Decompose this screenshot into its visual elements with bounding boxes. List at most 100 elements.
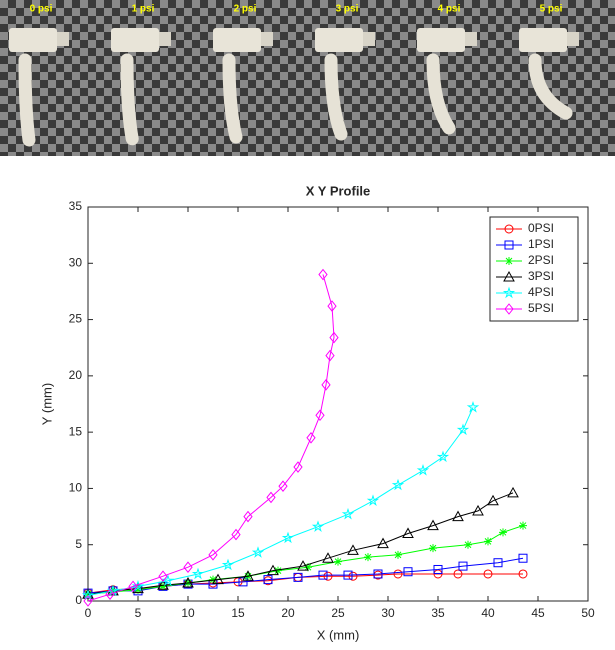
x-tick-label: 20 (281, 606, 295, 620)
marker (504, 240, 514, 250)
marker (347, 544, 359, 555)
marker (231, 528, 241, 541)
x-tick-label: 35 (431, 606, 445, 620)
marker (403, 567, 413, 577)
marker (456, 423, 470, 436)
x-tick-label: 0 (85, 606, 92, 620)
marker (293, 461, 303, 473)
marker (427, 519, 439, 531)
marker (238, 577, 248, 587)
marker (348, 571, 358, 581)
marker (263, 575, 273, 585)
marker (458, 561, 468, 571)
fixture-tab (363, 32, 375, 46)
marker (503, 270, 515, 282)
marker (364, 553, 372, 562)
marker (318, 268, 328, 281)
tube (528, 53, 573, 120)
photo-strip: 0 psi 1 psi 2 psi 3 psi 4 psi 5 psi (0, 0, 615, 156)
marker (464, 540, 472, 549)
marker (484, 537, 492, 546)
legend-label: 0PSI (528, 221, 554, 235)
marker (266, 491, 276, 504)
photo-background (0, 0, 615, 156)
fixture (213, 28, 261, 52)
marker (393, 569, 403, 579)
y-tick-label: 5 (75, 537, 82, 551)
marker (325, 349, 335, 362)
marker (159, 582, 167, 591)
marker (318, 570, 328, 580)
tube (222, 53, 243, 144)
legend-label: 4PSI (528, 285, 554, 299)
marker (311, 520, 325, 532)
marker (366, 494, 380, 507)
marker (504, 224, 514, 234)
fixture (417, 28, 465, 52)
marker (505, 257, 513, 265)
tube (426, 53, 456, 135)
fixture-tab (159, 32, 171, 46)
x-tick-label: 25 (331, 606, 345, 620)
fixture-tab (465, 32, 477, 46)
photo-label: 5 psi (540, 4, 563, 15)
legend-label: 3PSI (528, 269, 554, 283)
marker (304, 563, 312, 572)
marker (453, 569, 463, 579)
marker (221, 558, 235, 571)
marker (306, 431, 316, 444)
x-tick-label: 30 (381, 606, 395, 620)
marker (487, 494, 499, 506)
marker (191, 567, 205, 580)
fixture-tab (567, 32, 579, 46)
marker (158, 570, 168, 583)
marker (466, 401, 480, 413)
fixture (519, 28, 567, 52)
y-tick-label: 0 (75, 593, 82, 607)
marker (343, 570, 353, 580)
x-tick-label: 5 (135, 606, 142, 620)
tube (324, 53, 348, 141)
y-tick-label: 25 (69, 312, 83, 326)
marker (416, 463, 430, 476)
marker (83, 595, 93, 607)
marker (81, 589, 95, 601)
photo-label: 0 psi (30, 4, 53, 15)
marker (321, 379, 331, 391)
marker (278, 480, 288, 492)
marker (329, 331, 339, 344)
y-axis-label: Y (mm) (39, 383, 54, 425)
y-tick-label: 35 (69, 199, 83, 213)
chart-title: X Y Profile (306, 183, 371, 198)
photo-label: 4 psi (438, 4, 461, 15)
tube (18, 53, 36, 147)
y-tick-label: 10 (69, 481, 83, 495)
x-tick-label: 15 (231, 606, 245, 620)
marker (267, 564, 279, 576)
series-line (87, 492, 514, 595)
y-tick-label: 30 (69, 255, 83, 269)
x-axis-label: X (mm) (317, 627, 360, 642)
marker (504, 303, 514, 315)
x-tick-label: 40 (481, 606, 495, 620)
marker (493, 558, 503, 568)
marker (436, 450, 450, 463)
fixture (111, 28, 159, 52)
marker (391, 478, 405, 491)
fixture-tab (57, 32, 69, 46)
marker (502, 286, 516, 299)
fixture (315, 28, 363, 52)
marker (327, 300, 337, 312)
marker (281, 531, 295, 544)
marker (297, 560, 309, 571)
series-line (87, 407, 474, 596)
marker (182, 576, 194, 588)
fixture (9, 28, 57, 52)
legend-label: 1PSI (528, 237, 554, 251)
x-tick-label: 45 (531, 606, 545, 620)
fixture-tab (261, 32, 273, 46)
marker (429, 544, 437, 553)
marker (334, 557, 342, 566)
marker (472, 504, 484, 516)
